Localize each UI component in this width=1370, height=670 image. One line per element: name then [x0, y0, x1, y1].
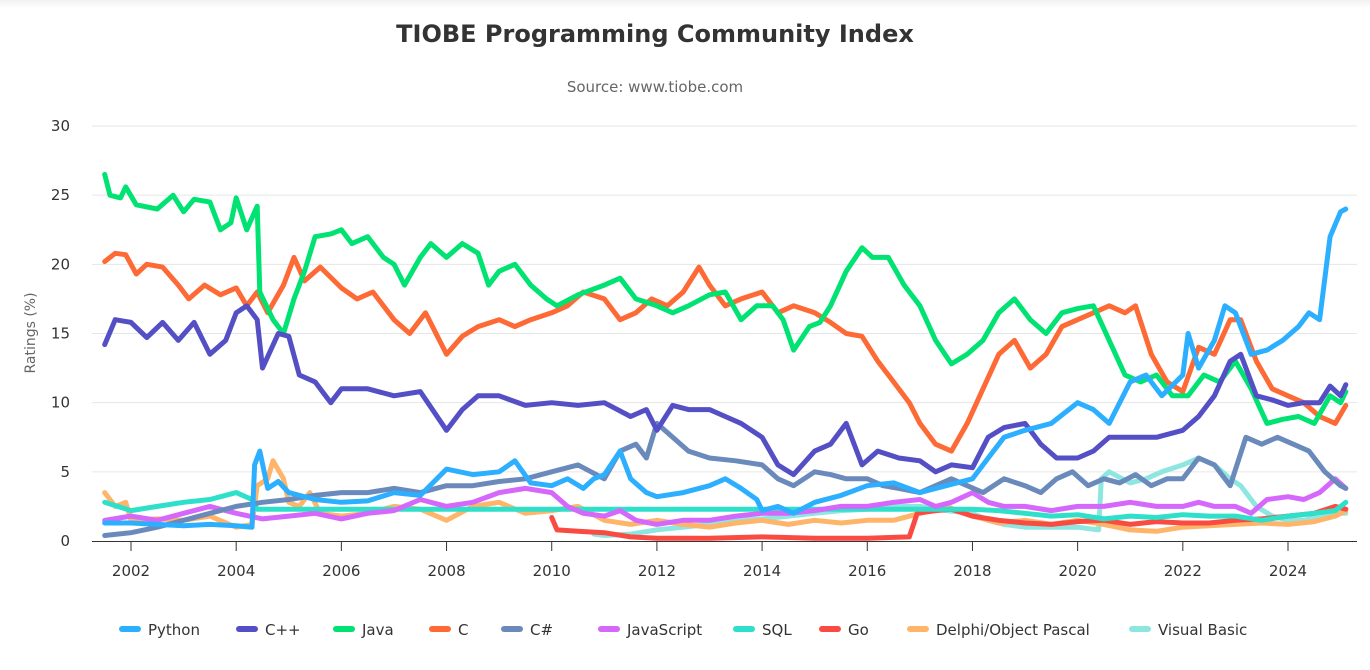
legend-item-delphi-object-pascal[interactable]: Delphi/Object Pascal [907, 621, 1090, 639]
gridlines [92, 125, 1357, 473]
legend-item-c-[interactable]: C++ [236, 621, 301, 639]
x-tick-label: 2022 [1164, 562, 1202, 580]
series-line-javascript[interactable] [102, 476, 1349, 527]
x-tick-label: 2020 [1059, 562, 1097, 580]
legend-label: C# [530, 621, 553, 639]
series-line-java[interactable] [102, 171, 1349, 426]
series-line-sql[interactable] [102, 490, 1349, 523]
legend-item-c[interactable]: C [429, 621, 468, 639]
y-tick-label: 0 [60, 532, 70, 550]
x-tick-label: 2006 [322, 562, 360, 580]
x-tick-label: 2008 [427, 562, 465, 580]
top-shadow [0, 0, 1370, 8]
x-tick-label: 2002 [112, 562, 150, 580]
y-axis-title: Ratings (%) [23, 292, 39, 373]
legend-label: Go [848, 621, 869, 639]
legend-label: C [458, 621, 468, 639]
legend-label: JavaScript [626, 621, 702, 639]
x-tick-label: 2014 [743, 562, 781, 580]
legend-item-sql[interactable]: SQL [733, 621, 792, 639]
legend-label: Delphi/Object Pascal [936, 621, 1090, 639]
y-tick-label: 25 [51, 186, 70, 204]
x-tick-label: 2004 [217, 562, 255, 580]
y-axis: 0 5 10 15 20 25 30 [51, 117, 70, 550]
legend-item-c-[interactable]: C# [501, 621, 553, 639]
legend-label: SQL [762, 621, 792, 639]
series-line-python[interactable] [102, 206, 1349, 530]
series-line-c-[interactable] [102, 303, 1349, 478]
legend-item-python[interactable]: Python [119, 621, 200, 639]
legend-label: Java [361, 621, 394, 639]
legend-item-javascript[interactable]: JavaScript [598, 621, 702, 639]
legend-item-visual-basic[interactable]: Visual Basic [1129, 621, 1247, 639]
x-axis: 2002 2004 2006 2008 2010 2012 2014 2016 2018 2020… [92, 541, 1357, 580]
x-tick-label: 2010 [533, 562, 571, 580]
series-line-go[interactable] [549, 503, 1349, 541]
x-tick-label: 2016 [848, 562, 886, 580]
legend-label: Python [148, 621, 200, 639]
x-tick-label: 2018 [953, 562, 991, 580]
legend-item-go[interactable]: Go [819, 621, 869, 639]
y-tick-label: 15 [51, 325, 70, 343]
series-line-delphi-object-pascal[interactable] [102, 458, 1349, 534]
y-tick-label: 10 [51, 394, 70, 412]
legend-label: C++ [265, 621, 301, 639]
y-tick-label: 5 [60, 463, 70, 481]
chart-title: TIOBE Programming Community Index [396, 20, 914, 48]
x-tick-label: 2012 [638, 562, 676, 580]
series-line-c-[interactable] [102, 420, 1349, 538]
legend-label: Visual Basic [1158, 621, 1247, 639]
y-tick-label: 30 [51, 117, 70, 135]
x-tick-label: 2024 [1269, 562, 1307, 580]
series-lines [102, 171, 1349, 541]
y-tick-label: 20 [51, 255, 70, 273]
legend: Python C++ Java C C# JavaScript SQL Go Delphi/Ob… [119, 621, 1247, 639]
legend-item-java[interactable]: Java [333, 621, 394, 639]
chart-subtitle: Source: www.tiobe.com [566, 78, 744, 96]
